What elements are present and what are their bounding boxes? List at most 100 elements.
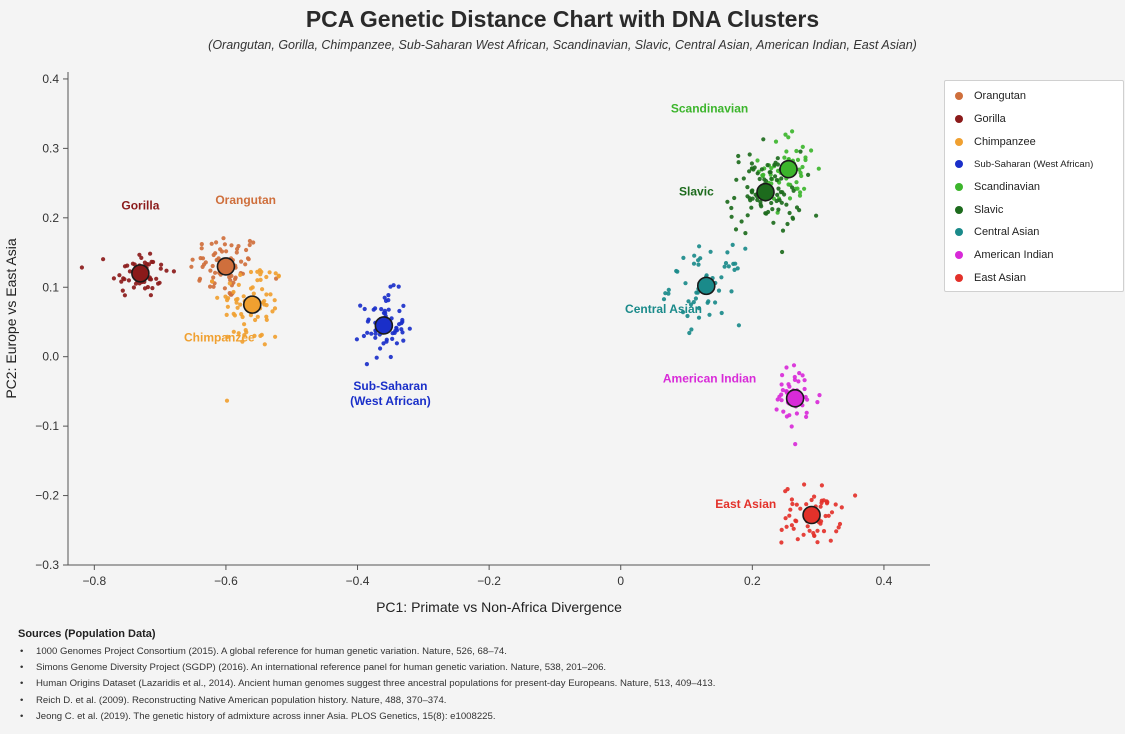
point-orangutan xyxy=(228,292,233,297)
point-orangutan xyxy=(189,264,194,269)
point-slavic xyxy=(769,176,774,181)
point-slavic xyxy=(736,153,741,159)
legend-item-chimpanzee: Chimpanzee xyxy=(955,130,1123,153)
point-gorilla xyxy=(159,262,164,267)
legend-label: Central Asian xyxy=(974,226,1040,239)
point-gorilla xyxy=(121,276,126,281)
point-sub-saharan-west-african xyxy=(366,317,371,322)
point-american-indian xyxy=(800,373,805,378)
y-tick-label: 0.4 xyxy=(42,72,59,86)
point-american-indian xyxy=(804,414,809,419)
point-gorilla xyxy=(122,293,127,298)
point-east-asian xyxy=(784,524,789,529)
point-orangutan xyxy=(236,244,241,249)
legend-item-american-indian: American Indian xyxy=(955,244,1123,267)
point-east-asian xyxy=(798,506,803,511)
point-chimpanzee xyxy=(231,329,236,334)
y-axis-label: PC2: Europe vs East Asia xyxy=(3,238,19,399)
point-scandinavian xyxy=(798,170,803,175)
point-slavic xyxy=(790,185,795,190)
legend-item-gorilla: Gorilla xyxy=(955,108,1123,131)
point-east-asian xyxy=(826,513,831,518)
sources-title: Sources (Population Data) xyxy=(18,628,156,640)
point-central-asian xyxy=(693,296,699,301)
point-slavic xyxy=(775,156,780,161)
point-sub-saharan-west-african xyxy=(400,319,405,324)
point-east-asian xyxy=(783,516,788,521)
point-chimpanzee xyxy=(248,313,253,318)
point-gorilla xyxy=(117,273,122,278)
point-chimpanzee xyxy=(239,312,244,317)
point-slavic xyxy=(776,186,781,191)
label-east-asian: East Asian xyxy=(715,497,776,511)
point-scandinavian xyxy=(795,157,801,162)
point-east-asian xyxy=(804,502,809,507)
point-american-indian xyxy=(815,400,820,405)
point-sub-saharan-west-african xyxy=(390,331,395,336)
point-gorilla xyxy=(158,266,163,271)
point-slavic xyxy=(725,199,730,204)
point-central-asian xyxy=(716,288,722,293)
point-american-indian xyxy=(774,407,779,412)
point-east-asian xyxy=(815,528,820,533)
point-east-asian xyxy=(812,494,817,499)
point-sub-saharan-west-african xyxy=(401,338,406,343)
point-slavic xyxy=(755,197,760,203)
point-east-asian xyxy=(833,502,838,507)
source-item: Human Origins Dataset (Lazaridis et al.,… xyxy=(18,676,1108,692)
point-east-asian xyxy=(809,497,814,503)
point-scandinavian xyxy=(783,132,788,137)
point-sub-saharan-west-african xyxy=(397,308,402,314)
point-slavic xyxy=(780,228,786,233)
point-central-asian xyxy=(666,291,671,296)
point-sub-saharan-west-african xyxy=(373,335,378,340)
pca-scatter-chart: −0.8 −0.6 −0.4 −0.2 0 0.2 0.4 −0.3 −0.2 −0.1 0.0 0.… xyxy=(3,72,930,615)
point-orangutan xyxy=(247,242,252,248)
point-east-asian xyxy=(790,501,795,507)
y-tick-label: 0.0 xyxy=(42,350,59,364)
legend-marker xyxy=(955,92,963,101)
point-slavic xyxy=(743,231,748,236)
point-central-asian xyxy=(685,313,690,319)
point-scandinavian xyxy=(760,173,765,178)
point-central-asian xyxy=(723,261,729,266)
point-gorilla xyxy=(151,259,156,265)
point-central-asian xyxy=(743,246,748,251)
point-slavic xyxy=(778,190,784,195)
point-slavic xyxy=(733,227,739,232)
point-american-indian xyxy=(802,378,807,383)
point-orangutan xyxy=(199,242,204,247)
point-central-asian xyxy=(661,297,667,302)
point-scandinavian xyxy=(782,155,787,160)
point-american-indian xyxy=(779,398,784,403)
point-american-indian xyxy=(792,377,798,382)
point-chimpanzee xyxy=(248,286,254,291)
point-central-asian xyxy=(681,255,686,260)
point-orangutan xyxy=(246,257,251,262)
point-central-asian xyxy=(691,300,696,305)
point-sub-saharan-west-african xyxy=(390,336,395,341)
center-east-asian xyxy=(802,505,821,525)
point-central-asian xyxy=(719,275,724,280)
point-chimpanzee xyxy=(225,304,230,309)
point-sub-saharan-west-african xyxy=(400,330,405,335)
point-scandinavian xyxy=(803,155,808,160)
legend-marker xyxy=(955,137,963,146)
point-slavic xyxy=(770,207,775,212)
point-central-asian xyxy=(732,267,737,272)
point-east-asian xyxy=(818,521,823,526)
point-orangutan xyxy=(197,276,203,281)
point-gorilla xyxy=(148,293,153,298)
point-central-asian xyxy=(694,290,699,295)
point-east-asian xyxy=(829,510,835,515)
point-sub-saharan-west-african xyxy=(401,303,406,308)
legend-marker xyxy=(955,115,963,124)
point-central-asian xyxy=(736,323,742,328)
point-gorilla xyxy=(125,263,130,268)
sources-section: Sources (Population Data) 1000 Genomes P… xyxy=(18,628,1108,725)
legend-label: Gorilla xyxy=(974,113,1006,126)
point-slavic xyxy=(761,137,766,142)
point-gorilla xyxy=(120,288,125,293)
legend-marker xyxy=(955,251,963,260)
point-chimpanzee xyxy=(242,333,247,338)
